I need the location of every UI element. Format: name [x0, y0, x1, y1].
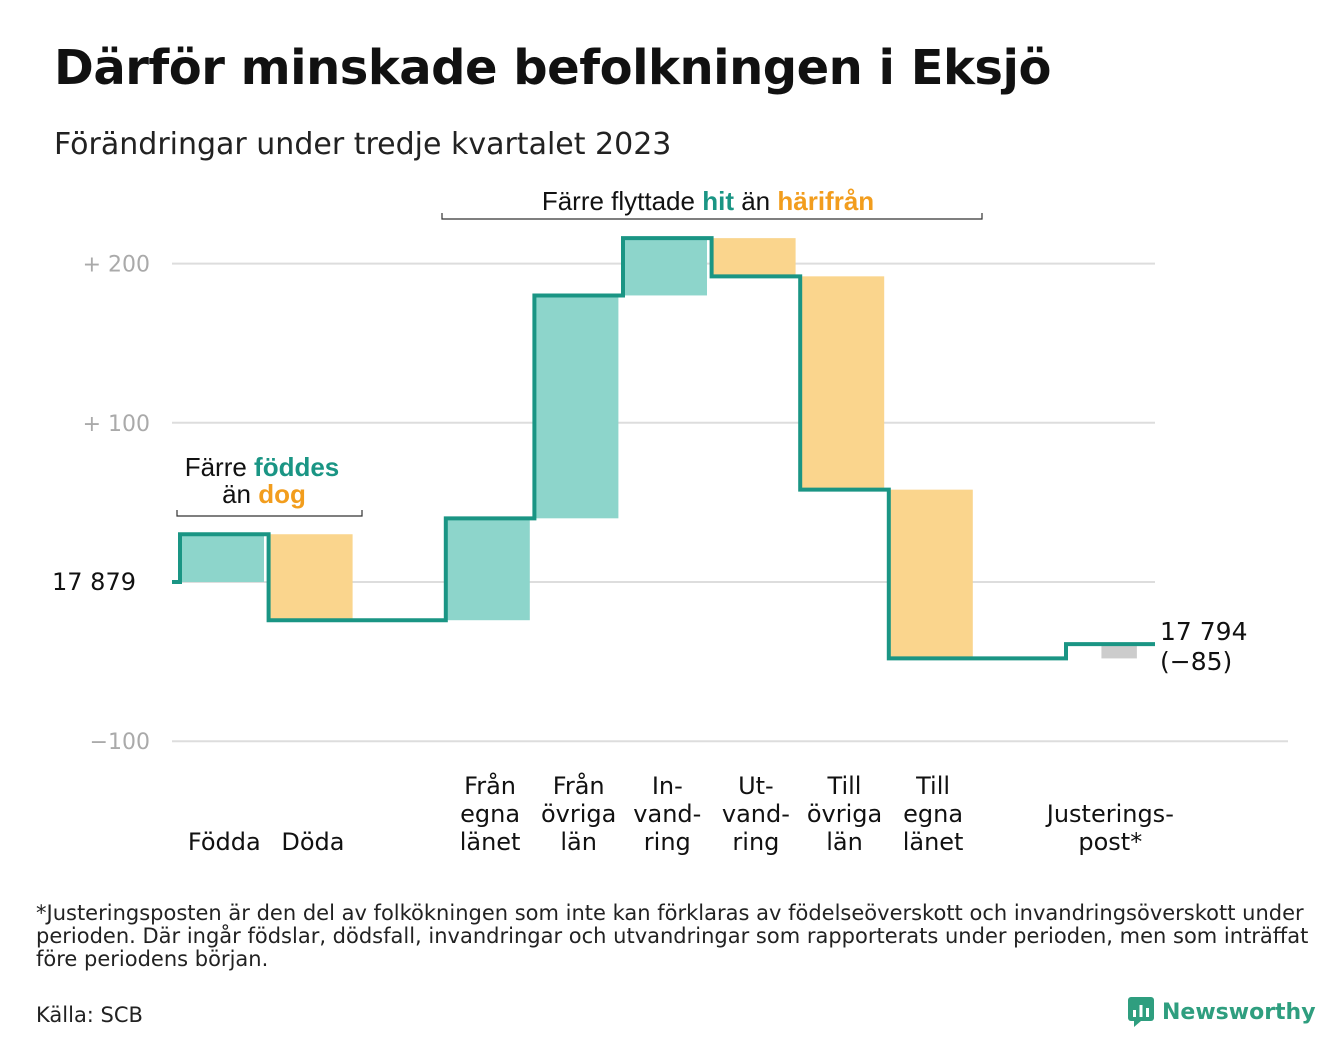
- category-label: vand-: [722, 800, 790, 828]
- category-label: post*: [1078, 828, 1142, 856]
- category-label: Till: [827, 772, 862, 800]
- annotation-migration: Färre flyttade hit än härifrån: [542, 186, 874, 216]
- category-label: Födda: [188, 828, 261, 856]
- category-label: län: [560, 828, 597, 856]
- cumulative-step-line: [172, 236, 1155, 661]
- bar: [888, 489, 973, 659]
- bar: [180, 534, 264, 582]
- bar: [800, 276, 885, 490]
- category-label: Från: [553, 771, 605, 800]
- brand-logo: Newsworthy: [1128, 997, 1316, 1027]
- bar: [711, 238, 796, 277]
- category-label: Döda: [281, 828, 344, 856]
- category-label: ring: [732, 828, 779, 856]
- category-label: län: [826, 828, 863, 856]
- category-label: Från: [464, 771, 516, 800]
- bar: [445, 518, 530, 621]
- y-tick-label: −100: [90, 730, 150, 755]
- y-tick-label: + 200: [83, 253, 150, 278]
- bar: [268, 534, 353, 621]
- annotation-births-line2: än dog: [222, 479, 306, 509]
- category-label: vand-: [633, 800, 701, 828]
- annotation-migration-bracket: [441, 213, 983, 220]
- category-label: egna: [903, 800, 963, 828]
- category-label: Justerings-: [1045, 800, 1174, 828]
- category-label: Ut-: [738, 772, 774, 800]
- source-note: Källa: SCB: [36, 1003, 143, 1027]
- category-label: In-: [652, 772, 683, 800]
- start-value-label: 17 879: [52, 568, 136, 596]
- end-change-label: (−85): [1160, 647, 1232, 676]
- category-label: Till: [915, 772, 950, 800]
- bar: [623, 238, 707, 296]
- category-label: övriga: [541, 800, 616, 828]
- footnote: *Justeringsposten är den del av folkökni…: [36, 901, 1309, 971]
- category-label: länet: [460, 828, 521, 856]
- category-label: länet: [903, 828, 964, 856]
- annotation-births-line1: Färre föddes: [185, 452, 340, 482]
- chart-subtitle: Förändringar under tredje kvartalet 2023: [54, 127, 672, 162]
- waterfall-chart: + 200 + 100 −100 17 879 17 794(−85) Födda Döda…: [52, 186, 1288, 856]
- chart-title: Därför minskade befolkningen i Eksjö: [54, 40, 1051, 96]
- end-value-label: 17 794: [1160, 617, 1247, 646]
- category-label: övriga: [807, 800, 882, 828]
- category-label: egna: [460, 800, 520, 828]
- y-tick-label: + 100: [83, 412, 150, 437]
- category-label: ring: [644, 828, 691, 856]
- newsworthy-logo-icon: [1128, 997, 1154, 1027]
- bar: [534, 295, 619, 519]
- annotation-births-bracket: [176, 510, 363, 517]
- brand-name: Newsworthy: [1162, 999, 1316, 1025]
- bar: [1101, 644, 1137, 659]
